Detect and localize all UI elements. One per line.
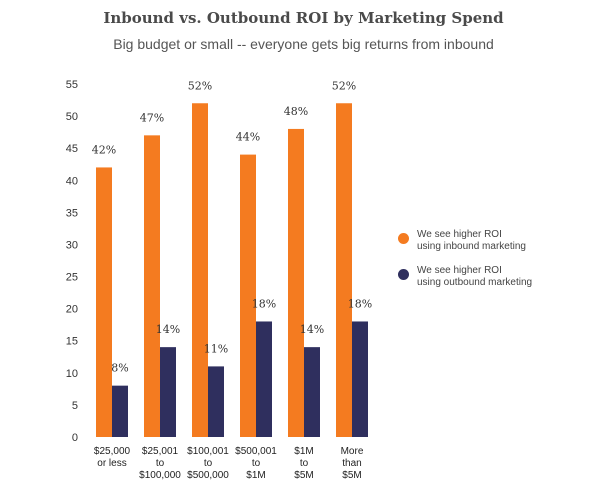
y-tick-label: 10 bbox=[66, 368, 78, 380]
data-label-outbound: 14% bbox=[156, 323, 180, 336]
x-category-label: $25,000 bbox=[94, 446, 131, 457]
data-label-inbound: 42% bbox=[92, 143, 116, 156]
y-tick-label: 35 bbox=[66, 207, 78, 219]
y-tick-label: 45 bbox=[66, 143, 78, 155]
x-category-label: $1M bbox=[294, 446, 313, 457]
data-label-inbound: 52% bbox=[188, 79, 212, 92]
x-category-label: $1M bbox=[246, 470, 265, 481]
data-label-outbound: 18% bbox=[252, 297, 276, 310]
y-tick-label: 40 bbox=[66, 175, 78, 187]
legend-label-outbound-line1: We see higher ROI bbox=[417, 265, 502, 276]
y-tick-label: 15 bbox=[66, 336, 78, 348]
data-label-inbound: 47% bbox=[140, 111, 164, 124]
bar-outbound bbox=[208, 366, 224, 437]
x-category-label: $5M bbox=[294, 470, 313, 481]
chart-title: Inbound vs. Outbound ROI by Marketing Sp… bbox=[103, 9, 504, 27]
y-tick-label: 55 bbox=[66, 79, 78, 91]
x-category-label: to bbox=[204, 458, 213, 469]
y-tick-label: 50 bbox=[66, 111, 78, 123]
y-tick-label: 25 bbox=[66, 272, 78, 284]
y-tick-label: 0 bbox=[72, 432, 78, 444]
x-category-label: to bbox=[156, 458, 165, 469]
legend-swatch-outbound bbox=[398, 269, 409, 280]
y-tick-label: 5 bbox=[72, 400, 78, 412]
bar-inbound bbox=[336, 103, 352, 437]
x-category-label: $100,001 bbox=[187, 446, 229, 457]
x-category-label: More bbox=[341, 446, 364, 457]
y-tick-label: 30 bbox=[66, 239, 78, 251]
data-label-inbound: 44% bbox=[236, 131, 260, 144]
data-label-outbound: 8% bbox=[111, 362, 128, 375]
x-category-label: or less bbox=[97, 458, 126, 469]
legend-label-inbound-line1: We see higher ROI bbox=[417, 229, 502, 240]
legend-label-inbound-line2: using inbound marketing bbox=[417, 241, 526, 252]
y-tick-label: 20 bbox=[66, 304, 78, 316]
bar-inbound bbox=[192, 103, 208, 437]
bar-inbound bbox=[240, 154, 256, 437]
x-category-label: $25,001 bbox=[142, 446, 179, 457]
data-label-outbound: 11% bbox=[204, 342, 228, 355]
x-category-label: to bbox=[300, 458, 309, 469]
bar-outbound bbox=[160, 347, 176, 437]
data-label-inbound: 52% bbox=[332, 79, 356, 92]
legend-label-outbound-line2: using outbound marketing bbox=[417, 277, 533, 288]
bar-outbound bbox=[304, 347, 320, 437]
x-category-label: $500,000 bbox=[187, 470, 229, 481]
bar-inbound bbox=[288, 128, 304, 437]
data-label-inbound: 48% bbox=[284, 105, 308, 118]
data-label-outbound: 18% bbox=[348, 297, 372, 310]
data-label-outbound: 14% bbox=[300, 323, 324, 336]
x-category-label: $100,000 bbox=[139, 470, 181, 481]
chart-subtitle: Big budget or small -- everyone gets big… bbox=[113, 36, 494, 52]
x-category-label: than bbox=[342, 458, 361, 469]
legend-swatch-inbound bbox=[398, 233, 409, 244]
bar-outbound bbox=[256, 321, 272, 437]
bar-outbound bbox=[352, 321, 368, 437]
bar-inbound bbox=[144, 135, 160, 437]
x-category-label: $500,001 bbox=[235, 446, 277, 457]
x-category-label: $5M bbox=[342, 470, 361, 481]
bar-inbound bbox=[96, 167, 112, 437]
x-category-label: to bbox=[252, 458, 261, 469]
bar-outbound bbox=[112, 385, 128, 437]
